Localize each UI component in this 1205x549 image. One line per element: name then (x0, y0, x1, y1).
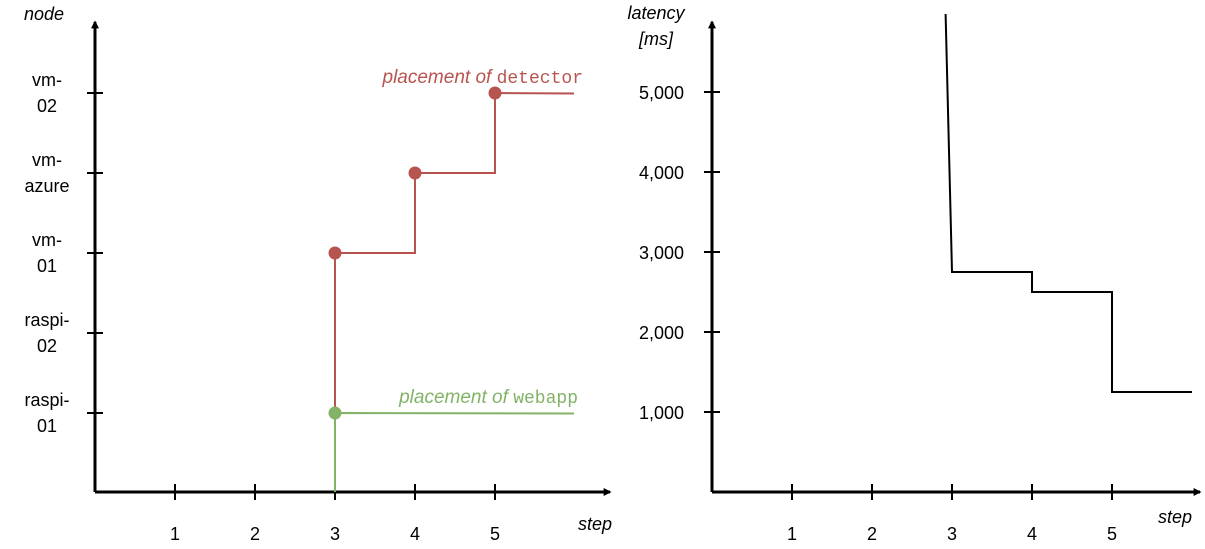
y-tick-label: vm- (32, 150, 62, 170)
x-axis-title: step (1158, 507, 1192, 527)
series-line-detector (334, 91, 575, 492)
series-label-prefix: placement of (398, 387, 513, 408)
series-label-detector: placement of detector (382, 67, 584, 89)
data-point-webapp (328, 406, 342, 420)
y-tick-label: raspi- (24, 310, 69, 330)
y-axis-title: latency (627, 3, 685, 23)
x-tick-label: 5 (1107, 524, 1117, 544)
y-tick-label: vm- (32, 230, 62, 250)
x-tick-label: 4 (410, 524, 420, 544)
y-tick-label: 3,000 (639, 243, 684, 263)
placement-chart: 1 2 3 4 5 raspi- 01 raspi- 02 vm- 01 vm-azure vm- 02 n… (24, 4, 612, 544)
x-tick-label: 3 (947, 524, 957, 544)
series-line-webapp (334, 411, 575, 492)
y-tick-label: 2,000 (639, 323, 684, 343)
y-tick-label: 4,000 (639, 163, 684, 183)
series-label-code: webapp (513, 389, 578, 409)
series-label-code: detector (497, 69, 583, 89)
x-tick-label: 2 (250, 524, 260, 544)
y-tick-label: 1,000 (639, 403, 684, 423)
y-axis-title: node (24, 4, 64, 24)
data-point-detector (488, 86, 502, 100)
y-tick-label: raspi- (24, 390, 69, 410)
y-tick-label: vm- (32, 70, 62, 90)
x-tick-label: 3 (330, 524, 340, 544)
x-tick-label: 5 (490, 524, 500, 544)
series-label-webapp: placement of webapp (398, 387, 578, 409)
x-tick-label: 2 (867, 524, 877, 544)
y-tick-label: 02 (37, 96, 57, 116)
y-tick-label: azure (24, 176, 69, 196)
series-label-prefix: placement of (382, 67, 497, 88)
x-axis-title: step (578, 514, 612, 534)
latency-line (944, 13, 1192, 393)
y-axis-title: [ms] (638, 29, 674, 49)
data-point-detector (408, 166, 422, 180)
x-tick-label: 1 (787, 524, 797, 544)
y-tick-label: 02 (37, 336, 57, 356)
x-tick-label: 4 (1027, 524, 1037, 544)
y-tick-label: 5,000 (639, 83, 684, 103)
y-tick-label: 01 (37, 256, 57, 276)
data-point-detector (328, 246, 342, 260)
y-tick-label: 01 (37, 416, 57, 436)
x-tick-label: 1 (170, 524, 180, 544)
latency-chart: 1 2 3 4 5 1,000 2,000 3,000 4,000 5,000 latency [ms… (627, 3, 1202, 544)
